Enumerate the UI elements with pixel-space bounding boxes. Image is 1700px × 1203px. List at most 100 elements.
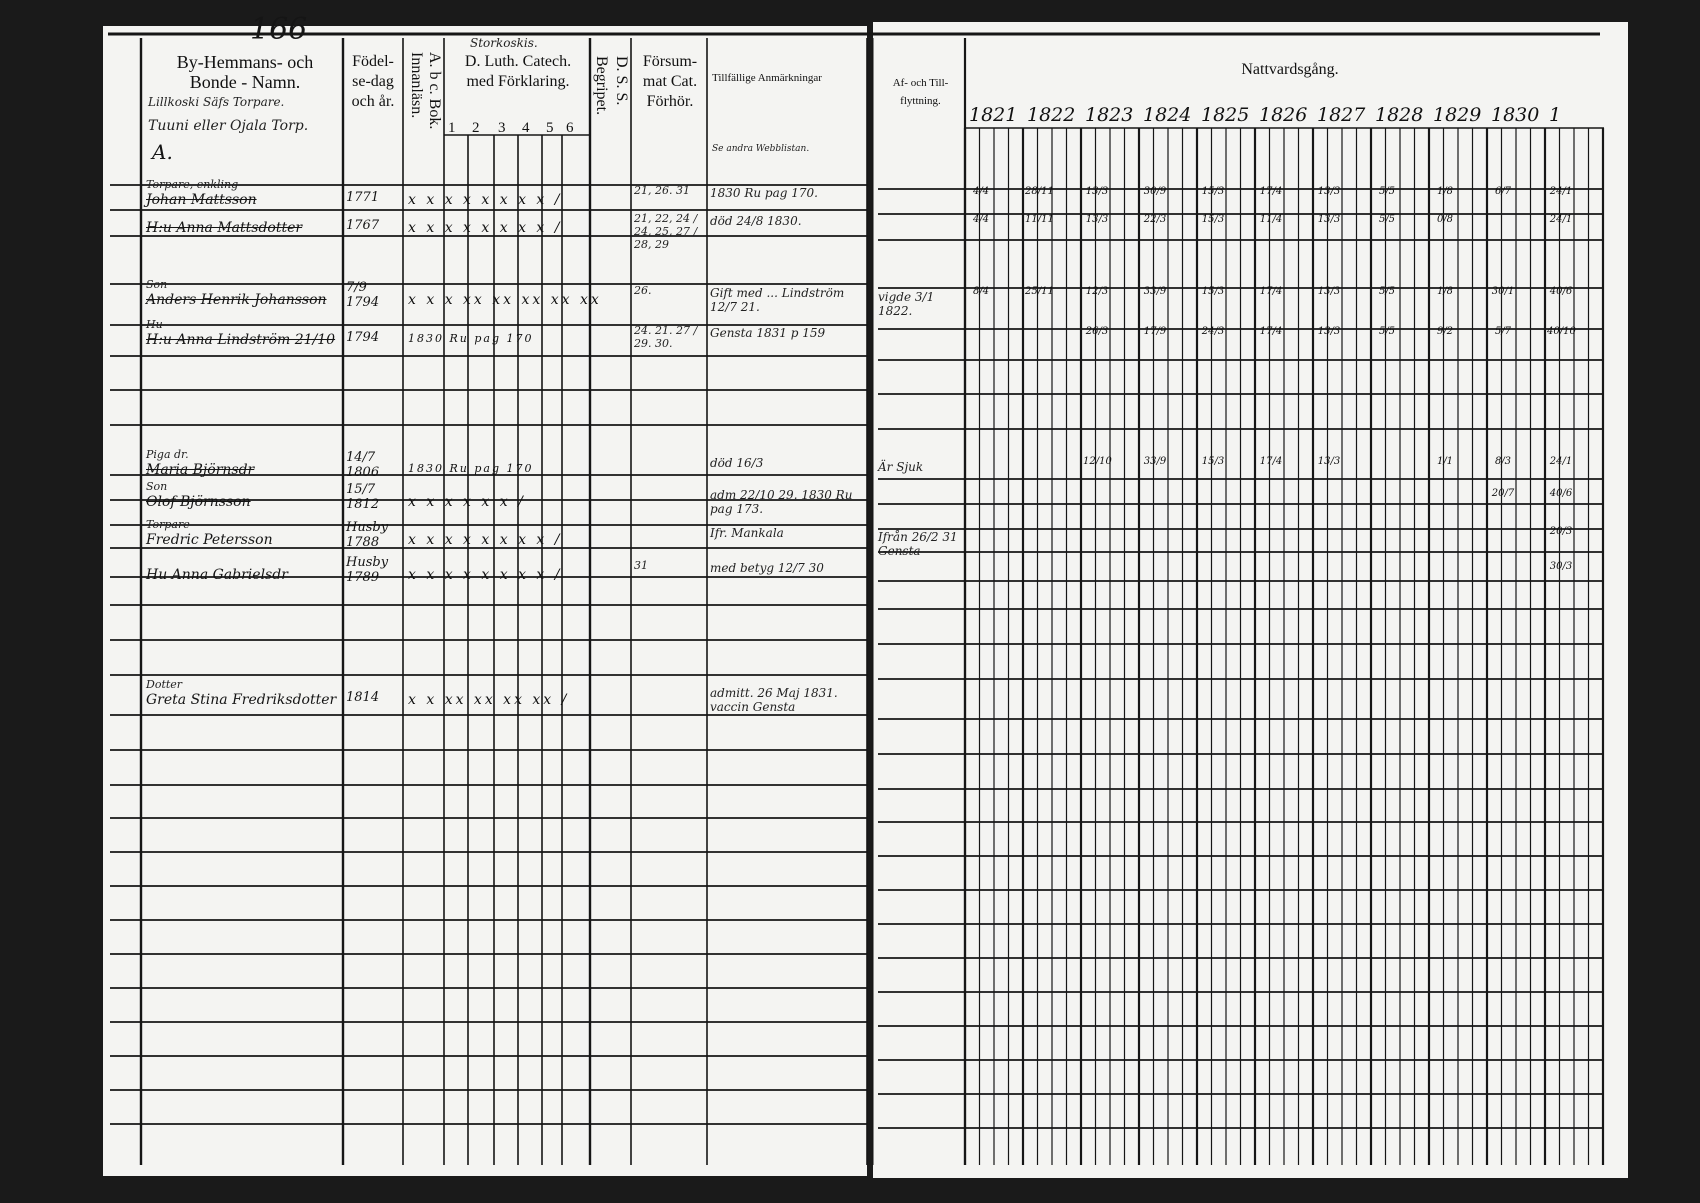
communion-date: 5/5 (1378, 286, 1396, 297)
entry-name: Maria Björnsdr (146, 462, 255, 478)
communion-date: 17/4 (1259, 456, 1283, 467)
communion-date: 13/3 (1085, 214, 1109, 225)
header-birth: Födel- se-dag och år. (344, 52, 402, 112)
entry-label: Son (146, 278, 168, 291)
year-header: 1830 (1491, 104, 1540, 126)
entry-catech-marks: x x x xx xx xx xx xx (408, 292, 602, 308)
header-forsummat-l1: Försum- (642, 53, 698, 70)
header-name: By-Hemmans- och Bonde - Namn. (150, 52, 340, 92)
year-header: 1827 (1317, 104, 1366, 126)
communion-date: 13/3 (1317, 286, 1341, 297)
catech-num: 6 (566, 120, 574, 136)
entry-name: Hu Anna Gabrielsdr (146, 567, 288, 583)
header-moving-l2: flyttning. (900, 95, 941, 107)
communion-date: 8/4 (972, 286, 990, 297)
communion-date: 17/4 (1259, 326, 1283, 337)
catech-num: 4 (522, 120, 530, 136)
header-abc: A. b c. Bok. Innanläsn. (408, 52, 443, 130)
communion-date: 5/7 (1494, 326, 1512, 337)
header-forsummat-l2: mat Cat. (642, 73, 698, 90)
header-communion: Nattvardsgång. (1241, 61, 1339, 78)
communion-date: 6/7 (1494, 186, 1512, 197)
entry-catech-marks: x x x x x x x x / (408, 192, 563, 208)
communion-date: 20/7 (1491, 488, 1515, 499)
communion-date: 8/3 (1494, 456, 1512, 467)
left-page (103, 26, 867, 1176)
header-birth-l1: Födel- (352, 53, 394, 70)
catech-num: 2 (472, 120, 480, 136)
communion-date: 17/4 (1259, 186, 1283, 197)
entry-missed: 24. 21. 27 / 29. 30. (634, 324, 698, 350)
header-name-sub2: Tuuni eller Ojala Torp. (148, 118, 309, 134)
header-name-line2: Bonde - Namn. (189, 72, 301, 92)
communion-date: 30/3 (1549, 561, 1573, 572)
entry-birth: 14/7 1806 (346, 450, 380, 480)
header-forsummat: Försum- mat Cat. Förhör. (634, 52, 706, 112)
communion-date: 4/4 (972, 214, 990, 225)
communion-date: 28/11 (1025, 186, 1054, 197)
entry-birth: 1771 (346, 190, 380, 205)
header-birth-l3: och år. (351, 93, 395, 110)
entry-remark: 1830 Ru pag 170. (710, 186, 818, 200)
header-forsummat-l3: Förhör. (646, 93, 694, 110)
communion-date: 33/9 (1143, 286, 1167, 297)
header-catech: D. Luth. Catech. med Förklaring. (446, 52, 590, 92)
entry-catech-marks: x x xx xx xx xx / (408, 692, 570, 708)
communion-date: 17/4 (1259, 286, 1283, 297)
year-header: 1821 (969, 104, 1018, 126)
year-header: 1829 (1433, 104, 1482, 126)
communion-date: 5/5 (1378, 186, 1396, 197)
entry-remark: död 16/3 (710, 456, 764, 470)
header-name-sub1: Lillkoski Säfs Torpare. (148, 95, 285, 109)
communion-date: 13/3 (1085, 186, 1109, 197)
entry-birth: 1814 (346, 690, 380, 705)
entry-remark: Ifr. Mankala (710, 526, 784, 540)
entry-name: H:u Anna Mattsdotter (146, 220, 303, 236)
entry-remark: Gensta 1831 p 159 (710, 326, 826, 340)
header-dss: D. S. S. (613, 56, 630, 106)
entry-catech-marks: x x x x x x / (408, 494, 526, 510)
catech-num: 1 (448, 120, 456, 136)
communion-date: 12/10 (1083, 456, 1112, 467)
entry-catech-marks: 1830 Ru pag 170 (408, 332, 534, 345)
entry-moving: Är Sjuk (878, 460, 924, 474)
entry-missed: 21, 26. 31 (634, 184, 690, 197)
entry-name: H:u Anna Lindström 21/10 (146, 332, 336, 348)
communion-date: 24/3 (1201, 326, 1225, 337)
header-name-sub3: A. (152, 140, 173, 164)
communion-date: 15/3 (1201, 286, 1225, 297)
entry-label: Son (146, 480, 168, 493)
communion-date: 1/8 (1436, 186, 1454, 197)
communion-date: 4/4 (972, 186, 990, 197)
communion-date: 0/8 (1436, 214, 1454, 225)
entry-birth: Husby 1789 (346, 555, 389, 585)
year-header: 1825 (1201, 104, 1250, 126)
communion-date: 40/6 (1549, 286, 1573, 297)
communion-date: 5/5 (1378, 326, 1396, 337)
entry-catech-marks: 1830 Ru pag 170 (408, 462, 534, 475)
entry-remark: med betyg 12/7 30 (710, 561, 824, 575)
entry-remark: Gift med ... Lindström 12/7 21. (710, 286, 845, 314)
communion-date: 20/3 (1549, 526, 1573, 537)
communion-date: 12/3 (1085, 286, 1109, 297)
entry-missed: 21, 22, 24 / 24, 25, 27 / 28, 29 (634, 212, 698, 251)
header-catech-l1: D. Luth. Catech. (464, 53, 572, 70)
entry-name: Greta Stina Fredriksdotter (146, 692, 337, 708)
entry-catech-marks: x x x x x x x x / (408, 567, 563, 583)
entry-moving: vigde 3/1 1822. (878, 290, 935, 318)
year-header: 1823 (1085, 104, 1134, 126)
entry-birth: 7/9 1794 (346, 280, 380, 310)
header-remarks-sub: Se andra Webblistan. (712, 144, 810, 154)
communion-date: 1/8 (1436, 286, 1454, 297)
communion-date: 13/3 (1317, 186, 1341, 197)
header-remarks: Tillfällige Anmärkningar (712, 72, 822, 84)
communion-date: 15/3 (1201, 456, 1225, 467)
communion-date: 30/1 (1491, 286, 1515, 297)
entry-label: Torpare, enkling (146, 178, 239, 191)
entry-label: Piga dr. (146, 448, 189, 461)
communion-date: 15/3 (1201, 186, 1225, 197)
entry-missed: 26. (634, 284, 652, 297)
communion-date: 17/9 (1143, 326, 1167, 337)
catech-num: 5 (546, 120, 554, 136)
header-moving: Af- och Till- flyttning. (878, 74, 963, 110)
